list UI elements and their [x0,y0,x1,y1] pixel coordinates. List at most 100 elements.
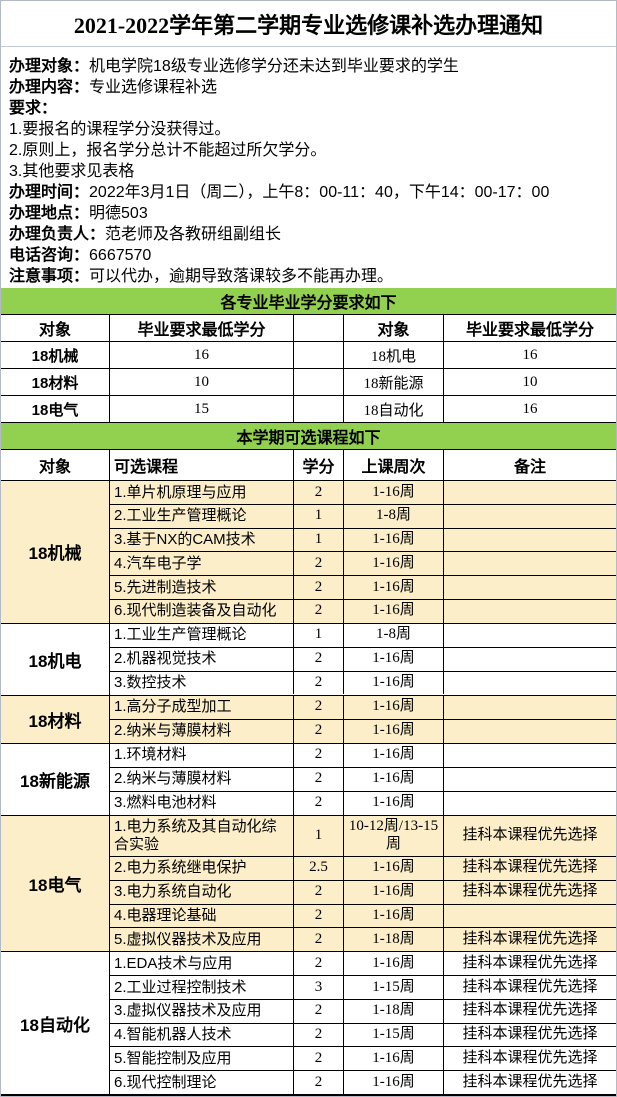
course-weeks: 1-16周 [344,743,444,767]
credit-column-header: 毕业要求最低学分 [110,315,294,342]
course-credits: 1 [294,815,344,856]
course-name: 5.虚拟仪器技术及应用 [110,928,294,952]
course-weeks: 10-12周/13-15周 [344,815,444,856]
course-weeks: 1-16周 [344,767,444,791]
course-section-header: 本学期可选课程如下 [1,423,616,450]
course-credits: 2 [294,791,344,815]
course-row: 5.智能控制及应用 2 1-16周 挂科本课程优先选择 [110,1047,616,1072]
info-line: 办理地点：明德503 [9,203,606,224]
info-text: 机电学院18级专业选修学分还未达到毕业要求的学生 [89,58,459,75]
course-weeks: 1-16周 [344,695,444,719]
course-note [444,905,616,928]
course-note [444,744,616,767]
course-note: 挂科本课程优先选择 [462,1049,598,1066]
course-weeks: 1-15周 [344,976,444,999]
course-name: 2.工业过程控制技术 [110,976,294,999]
course-row: 1.EDA技术与应用 2 1-16周 挂科本课程优先选择 [110,952,616,977]
course-weeks: 1-8周 [344,504,444,528]
course-note [444,624,616,647]
course-credits: 2 [294,999,344,1023]
course-name: 3.电力系统自动化 [110,880,294,904]
course-row: 4.汽车电子学 2 1-16周 [110,552,616,577]
course-row: 1.工业生产管理概论 1 1-8周 [110,623,616,648]
course-name: 2.工业生产管理概论 [110,504,294,528]
course-weeks: 1-16周 [344,791,444,815]
course-credits: 2 [294,671,344,695]
course-name: 1.单片机原理与应用 [110,481,294,504]
credit-spacer-cell [294,396,344,423]
course-group: 18材料 1.高分子成型加工 2 1-16周 2.纳米与薄膜材料 2 1-16周 [1,695,616,744]
course-credits: 2 [294,928,344,952]
course-credits: 2 [294,952,344,976]
info-label: 办理内容： [9,79,90,96]
course-credits: 2 [294,1047,344,1071]
course-row: 2.电力系统继电保护 2.5 1-16周 挂科本课程优先选择 [110,856,616,881]
course-row: 2.机器视觉技术 2 1-16周 [110,647,616,672]
course-group: 18机械 1.单片机原理与应用 2 1-16周 2.工业生产管理概论 1 1-8周 3.基于N… [1,481,616,624]
course-table: 18机械 1.单片机原理与应用 2 1-16周 2.工业生产管理概论 1 1-8周 3.基于N… [1,481,616,1096]
course-row: 1.单片机原理与应用 2 1-16周 [110,481,616,505]
course-row: 6.现代制造装备及自动化 2 1-16周 [110,599,616,623]
course-group-major: 18材料 [1,695,110,743]
credit-spacer-cell [294,342,344,369]
course-row: 2.工业生产管理概论 1 1-8周 [110,504,616,529]
info-line: 1.要报名的课程学分没获得过。 [9,119,606,140]
course-note: 挂科本课程优先选择 [462,1026,598,1043]
credit-value-right: 16 [444,396,616,423]
info-label: 办理对象： [9,58,90,75]
course-row: 3.电力系统自动化 2 1-16周 挂科本课程优先选择 [110,880,616,905]
credit-major-left: 18电气 [1,396,110,423]
course-group-major: 18自动化 [1,952,110,1094]
course-weeks: 1-16周 [344,671,444,695]
course-credits: 2 [294,904,344,928]
course-name: 1.工业生产管理概论 [110,623,294,647]
course-list: 1.EDA技术与应用 2 1-16周 挂科本课程优先选择 2.工业过程控制技术 3 1-15… [110,952,616,1094]
course-credits: 2 [294,743,344,767]
course-note [444,529,616,552]
info-line: 2.原则上，报名学分总计不能超过所欠学分。 [9,140,606,161]
info-label: 电话咨询： [9,247,90,264]
info-line: 3.其他要求见表格 [9,161,606,182]
course-row: 3.燃料电池材料 2 1-16周 [110,791,616,815]
course-row: 4.智能机器人技术 2 1-15周 挂科本课程优先选择 [110,1023,616,1048]
info-line: 办理内容：专业选修课程补选 [9,77,606,98]
course-name: 1.电力系统及其自动化综合实验 [110,815,294,856]
course-group: 18机电 1.工业生产管理概论 1 1-8周 2.机器视觉技术 2 1-16周 3.数控技术 2… [1,623,616,696]
course-note [444,576,616,599]
info-text: 范老师及各教研组副组长 [105,226,282,243]
credit-major-right: 18新能源 [344,369,444,396]
course-note [444,768,616,791]
info-text: 2.原则上，报名学分总计不能超过所欠学分。 [9,142,327,159]
course-note [444,552,616,575]
course-credits: 2 [294,880,344,904]
course-weeks: 1-16周 [344,904,444,928]
course-note: 挂科本课程优先选择 [462,859,598,876]
info-text: 明德503 [89,205,148,222]
credit-major-left: 18材料 [1,369,110,396]
course-list: 1.电力系统及其自动化综合实验 1 10-12周/13-15周挂科本课程优先选择 2.… [110,815,616,952]
info-text: 1.要报名的课程学分没获得过。 [9,121,231,138]
info-label: 办理地点： [9,205,90,222]
course-note: 挂科本课程优先选择 [462,1002,598,1019]
course-name: 1.高分子成型加工 [110,695,294,719]
credit-major-right: 18自动化 [344,396,444,423]
course-name: 5.智能控制及应用 [110,1047,294,1071]
course-credits: 2 [294,647,344,671]
course-table-header-row: 对象 可选课程 学分 上课周次 备注 [1,450,616,481]
info-text: 2022年3月1日（周二），上午8：00-11：40，下午14：00-17：00 [89,184,550,201]
course-note [444,648,616,671]
info-text: 可以代办，逾期导致落课较多不能再办理。 [89,268,394,285]
course-weeks: 1-16周 [344,599,444,623]
course-row: 2.纳米与薄膜材料 2 1-16周 [110,719,616,743]
credit-major-right: 18机电 [344,342,444,369]
credit-column-header: 对象 [1,315,110,342]
course-group-major: 18新能源 [1,743,110,815]
course-note [444,792,616,815]
info-line: 注意事项：可以代办，逾期导致落课较多不能再办理。 [9,266,606,287]
course-column-header: 可选课程 [110,450,294,480]
course-name: 6.现代制造装备及自动化 [110,599,294,623]
info-line: 办理对象：机电学院18级专业选修学分还未达到毕业要求的学生 [9,56,606,77]
info-label: 办理时间： [9,184,90,201]
course-row: 5.先进制造技术 2 1-16周 [110,576,616,600]
course-weeks: 1-16周 [344,1047,444,1071]
